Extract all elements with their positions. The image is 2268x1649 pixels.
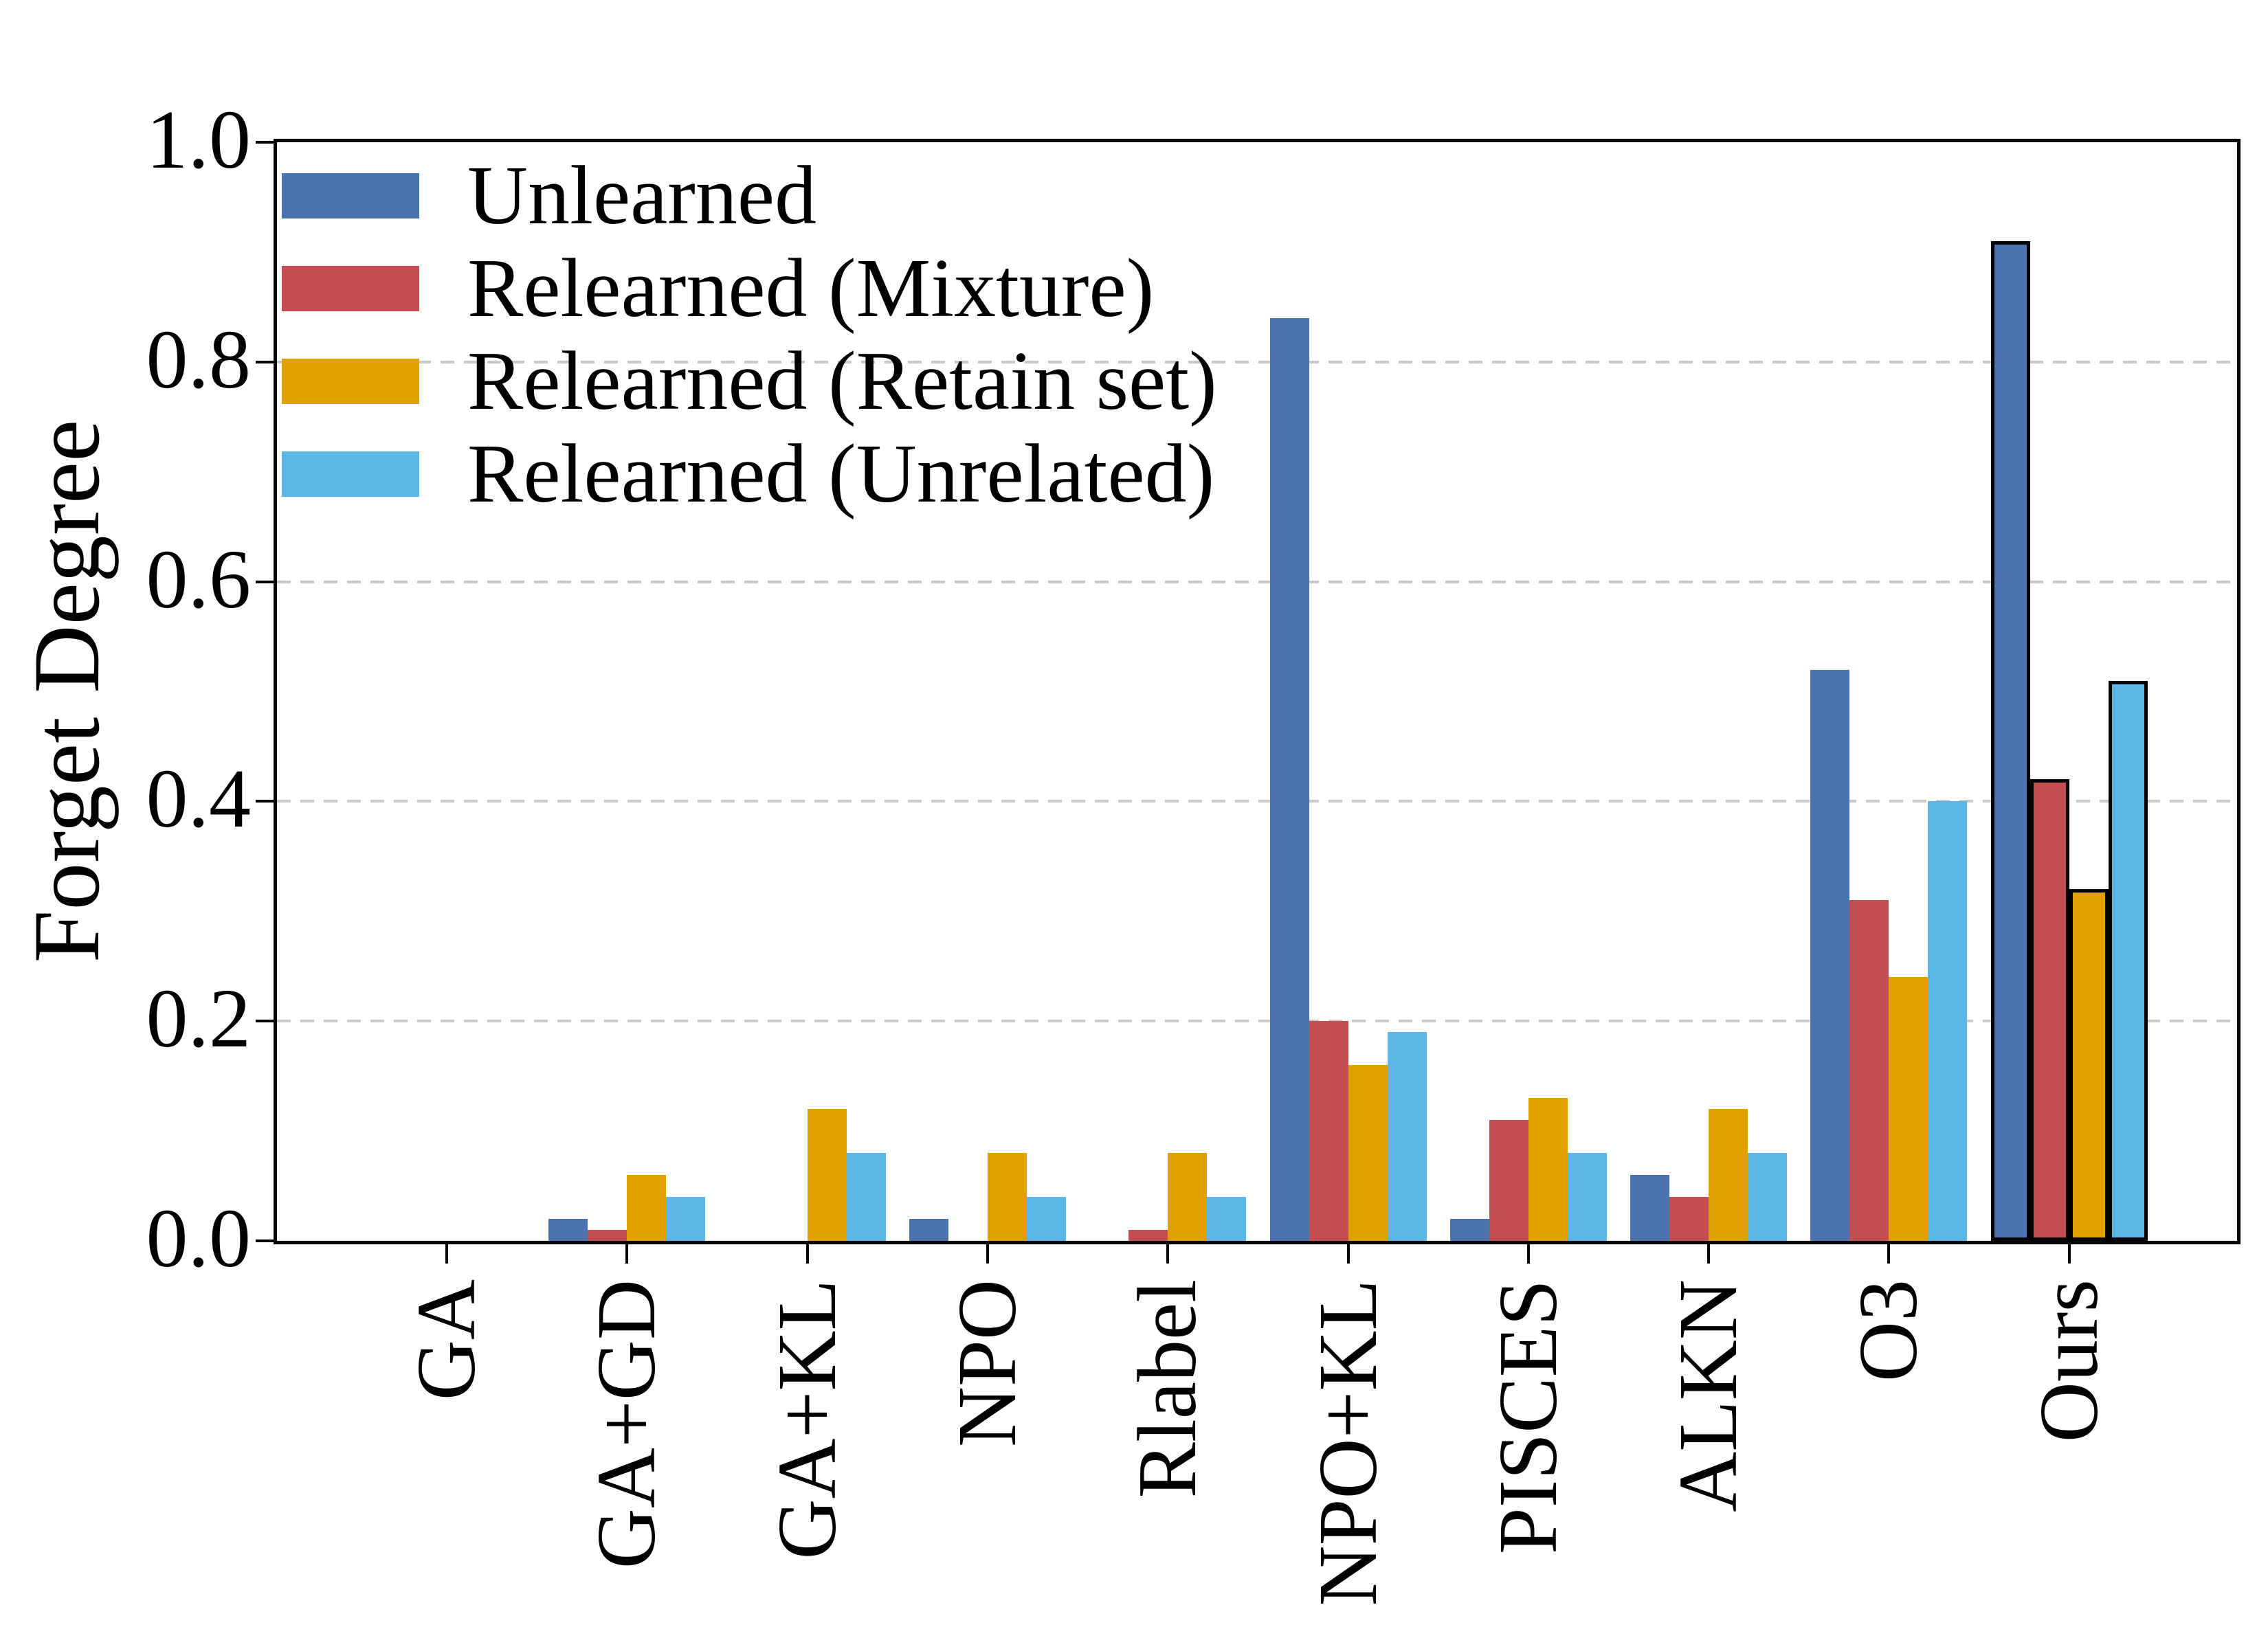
gridline-0.6 (277, 580, 2237, 583)
legend: Unlearned Relearned (Mixture) Relearned (R… (282, 149, 1217, 520)
bar-ALKN-Relearned (Mixture) (1669, 1197, 1709, 1241)
legend-swatch (282, 173, 419, 218)
y-tick-0.2 (256, 1020, 274, 1023)
x-tick-ALKN (1707, 1244, 1711, 1264)
y-axis-title: Forget Degree (14, 419, 119, 963)
bar-ALKN-Unlearned (1630, 1175, 1670, 1241)
x-tick-O3 (1887, 1244, 1891, 1264)
right-spine (2237, 139, 2241, 1244)
bar-NPO-Unlearned (909, 1219, 948, 1241)
gridline-0.8 (277, 360, 2237, 363)
bar-Rlabel-Relearned (Retain set) (1168, 1153, 1208, 1241)
x-tick-label-GA+KL: GA+KL (760, 1279, 854, 1560)
y-tick-0 (256, 1239, 274, 1242)
x-tick-PISCES (1526, 1244, 1530, 1264)
x-tick-label-GA+GD: GA+GD (580, 1279, 674, 1569)
y-tick-label-1: 1.0 (146, 93, 252, 186)
y-tick-label-0.4: 0.4 (146, 752, 252, 846)
y-tick-label-0.6: 0.6 (146, 532, 252, 626)
bar-ALKN-Relearned (Unrelated) (1748, 1153, 1788, 1241)
bar-NPO-Relearned (Unrelated) (1026, 1197, 1066, 1241)
top-spine (274, 139, 2241, 142)
legend-label: Unlearned (467, 149, 817, 242)
x-axis-line (274, 1241, 2241, 1244)
legend-item: Relearned (Unrelated) (282, 427, 1217, 520)
bar-NPO+KL-Unlearned (1269, 318, 1309, 1241)
bar-GA+KL-Relearned (Retain set) (807, 1109, 847, 1241)
x-tick-GA (445, 1244, 448, 1264)
legend-swatch (282, 266, 419, 311)
bar-GA+KL-Relearned (Unrelated) (846, 1153, 886, 1241)
x-tick-NPO (986, 1244, 989, 1264)
bar-Rlabel-Relearned (Mixture) (1129, 1230, 1168, 1241)
x-tick-label-O3: O3 (1842, 1279, 1935, 1382)
y-tick-0.8 (256, 360, 274, 363)
bar-O3-Relearned (Retain set) (1889, 977, 1928, 1241)
bar-PISCES-Relearned (Retain set) (1528, 1098, 1568, 1241)
bar-Ours-Relearned (Retain set) (2069, 889, 2109, 1241)
y-tick-label-0: 0.0 (146, 1192, 252, 1285)
bar-Ours-Relearned (Unrelated) (2108, 681, 2148, 1241)
legend-item: Relearned (Retain set) (282, 335, 1217, 427)
bar-NPO-Relearned (Retain set) (987, 1153, 1027, 1241)
bar-NPO+KL-Relearned (Unrelated) (1387, 1032, 1427, 1241)
legend-item: Unlearned (282, 149, 1217, 242)
x-tick-NPO+KL (1346, 1244, 1350, 1264)
bar-PISCES-Relearned (Mixture) (1489, 1120, 1528, 1241)
legend-label: Relearned (Unrelated) (467, 427, 1215, 520)
left-spine (274, 139, 277, 1244)
gridline-0.4 (277, 800, 2237, 803)
bar-Rlabel-Relearned (Unrelated) (1207, 1197, 1247, 1241)
bar-NPO+KL-Relearned (Mixture) (1309, 1021, 1348, 1241)
bar-NPO+KL-Relearned (Retain set) (1348, 1065, 1388, 1241)
legend-swatch (282, 359, 419, 404)
bar-O3-Relearned (Mixture) (1849, 900, 1889, 1241)
bar-O3-Unlearned (1810, 670, 1850, 1241)
x-tick-label-Rlabel: Rlabel (1121, 1279, 1214, 1499)
y-tick-1 (256, 141, 274, 144)
bar-GA+GD-Relearned (Mixture) (588, 1230, 627, 1241)
bar-GA+GD-Unlearned (548, 1219, 588, 1241)
x-tick-label-PISCES: PISCES (1481, 1279, 1575, 1555)
x-tick-Rlabel (1166, 1244, 1170, 1264)
x-tick-label-NPO: NPO (940, 1279, 1034, 1448)
x-tick-label-NPO+KL: NPO+KL (1301, 1279, 1394, 1606)
legend-swatch (282, 451, 419, 497)
gridline-0.2 (277, 1020, 2237, 1023)
y-tick-label-0.2: 0.2 (146, 972, 252, 1066)
x-tick-GA+KL (805, 1244, 809, 1264)
y-tick-0.6 (256, 580, 274, 583)
x-tick-label-GA: GA (400, 1279, 493, 1401)
x-tick-label-ALKN: ALKN (1662, 1279, 1755, 1512)
bar-Ours-Relearned (Mixture) (2030, 779, 2069, 1241)
legend-label: Relearned (Mixture) (467, 242, 1155, 335)
bar-Ours-Unlearned (1990, 241, 2030, 1241)
legend-item: Relearned (Mixture) (282, 242, 1217, 335)
x-tick-Ours (2067, 1244, 2071, 1264)
x-tick-GA+GD (625, 1244, 629, 1264)
bar-GA+GD-Relearned (Retain set) (627, 1175, 667, 1241)
bar-GA+GD-Relearned (Unrelated) (666, 1197, 706, 1241)
x-tick-label-Ours: Ours (2022, 1279, 2115, 1443)
legend-label: Relearned (Retain set) (467, 335, 1217, 427)
y-tick-0.4 (256, 800, 274, 803)
bar-PISCES-Unlearned (1449, 1219, 1489, 1241)
plot-area (256, 139, 2241, 1264)
y-tick-label-0.8: 0.8 (146, 313, 252, 406)
bar-ALKN-Relearned (Retain set) (1709, 1109, 1748, 1241)
bar-O3-Relearned (Unrelated) (1928, 801, 1968, 1241)
bar-PISCES-Relearned (Unrelated) (1567, 1153, 1607, 1241)
